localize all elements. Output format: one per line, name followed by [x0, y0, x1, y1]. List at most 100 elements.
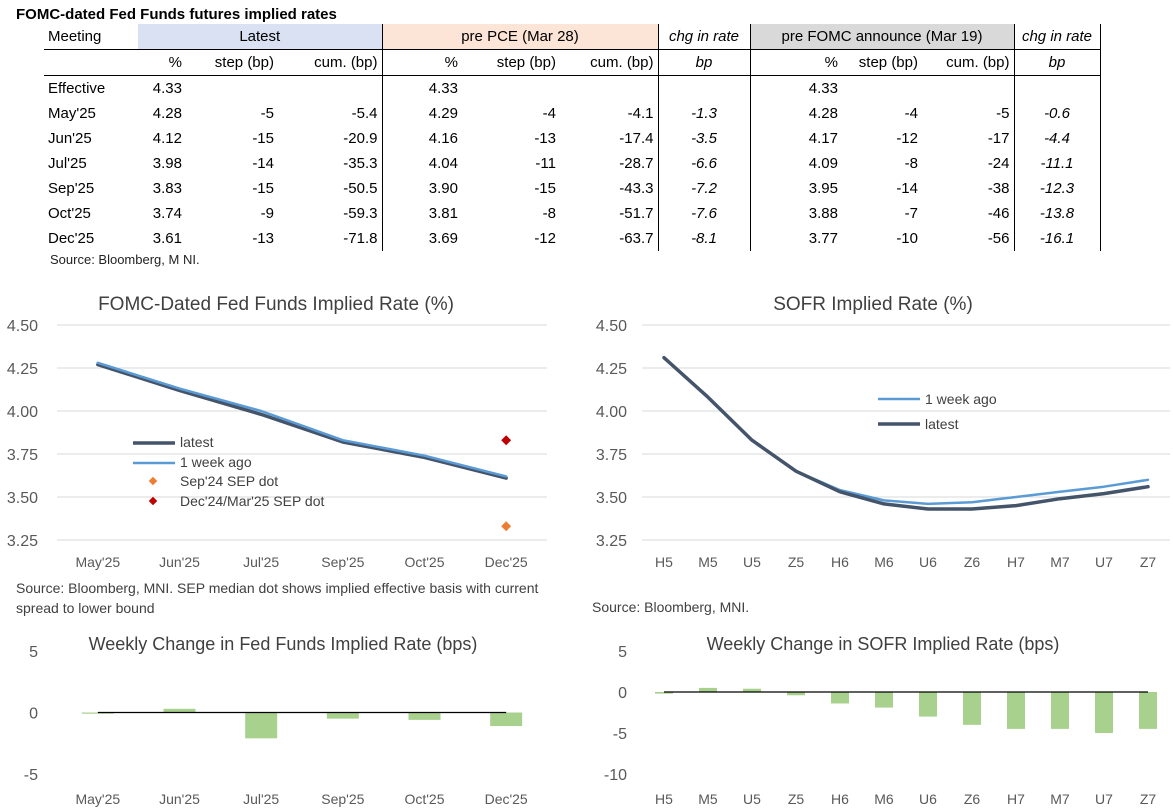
y-tick-label: 4.50 [596, 318, 627, 335]
sub-header-step: step (bp) [186, 49, 278, 76]
pre-pce-cum-cell: -51.7 [619, 205, 654, 222]
latest-cum-cell: -35.3 [343, 155, 378, 172]
x-tick-label: Z5 [788, 791, 805, 807]
pre-pce-step-cell: -11 [535, 155, 556, 172]
x-tick-label: Z7 [1140, 791, 1157, 807]
bar [408, 712, 441, 720]
pre-pce-pct-cell: 3.69 [381, 226, 462, 251]
meeting-cell: Jul'25 [48, 155, 87, 172]
y-tick-label: 3.75 [7, 447, 38, 464]
legend-label: Sep'24 SEP dot [180, 473, 278, 489]
meeting-cell: Dec'25 [48, 230, 95, 247]
chg1-cell: -1.3 [657, 101, 750, 126]
sub-header-bp: bp [1013, 49, 1101, 76]
sep24-sep-dot-marker [501, 521, 512, 532]
sub-header-pct: % [381, 49, 462, 76]
x-tick-label: U6 [919, 554, 937, 570]
latest-pct-cell: 3.83 [152, 180, 182, 197]
x-tick-label: U5 [743, 791, 761, 807]
y-tick-label: 3.25 [7, 533, 38, 550]
latest-cum-cell: -71.8 [343, 230, 378, 247]
bar [1051, 692, 1069, 729]
y-tick-label: 4.25 [596, 361, 627, 378]
bar [831, 692, 849, 704]
x-tick-label: M7 [1050, 791, 1070, 807]
sofr-implied-rate-chart: SOFR Implied Rate (%) 3.25 3.50 3.75 4.00 4.2… [596, 294, 1170, 570]
sub-header-bp: bp [657, 49, 750, 76]
pre-pce-cum-cell: -17.4 [619, 130, 654, 147]
x-tick-label: H6 [831, 791, 849, 807]
x-tick-label: Z7 [1140, 554, 1157, 570]
bar [1139, 692, 1157, 729]
bar [1007, 692, 1025, 729]
pre-fomc-cum-cell: -17 [987, 130, 1010, 147]
pre-pce-pct-cell: 4.16 [381, 126, 462, 151]
table-source-note: Source: Bloomberg, M NI. [50, 252, 200, 267]
latest-cum-cell: -20.9 [343, 130, 378, 147]
sub-header-cum: cum. (bp) [922, 49, 1014, 76]
chg2-cell: -12.3 [1013, 176, 1101, 201]
latest-step-cell: -13 [252, 230, 274, 247]
bar [326, 712, 359, 719]
pre-fomc-cum-cell [922, 76, 1014, 102]
chg1-cell: -7.2 [657, 176, 750, 201]
meeting-cell: Effective [48, 80, 106, 97]
pre-fomc-pct-cell: 4.28 [749, 101, 842, 126]
latest-cum-cell: -50.5 [343, 180, 378, 197]
x-tick-label: Sep'25 [321, 554, 364, 570]
pre-fomc-cum-cell: -46 [987, 205, 1010, 222]
x-tick-label: Dec'25 [485, 791, 528, 807]
latest-series-line [96, 362, 508, 480]
meeting-cell: Sep'25 [48, 180, 95, 197]
x-tick-label: H7 [1007, 554, 1025, 570]
y-tick-label: 5 [618, 644, 627, 661]
pre-fomc-step-cell: -10 [896, 230, 918, 247]
pre-fomc-group-header: pre FOMC announce (Mar 19) [749, 24, 1014, 50]
y-tick-label: 5 [29, 644, 38, 661]
meeting-cell: Oct'25 [48, 205, 91, 222]
x-tick-label: Jun'25 [159, 791, 200, 807]
bar [919, 692, 937, 717]
bar [787, 692, 805, 696]
table-row: Effective 4.33 4.33 4.33 [44, 75, 1101, 102]
x-tick-label: Z5 [788, 554, 805, 570]
pre-fomc-cum-cell: -5 [996, 105, 1010, 122]
y-tick-label: 0 [29, 706, 38, 723]
x-tick-label: Jun'25 [159, 554, 200, 570]
sub-header-pct: % [749, 49, 842, 76]
y-tick-label: 4.00 [7, 404, 38, 421]
sofr-chart-source-note: Source: Bloomberg, MNI. [592, 599, 750, 615]
x-tick-label: M6 [874, 791, 894, 807]
x-tick-label: Z6 [964, 791, 981, 807]
pre-fomc-pct-cell: 4.17 [749, 126, 842, 151]
x-tick-label: H7 [1007, 791, 1025, 807]
bar [81, 712, 114, 714]
chg-in-rate-header-1: chg in rate [657, 24, 750, 50]
chg2-cell: -11.1 [1013, 151, 1101, 176]
pre-pce-pct-cell: 3.90 [381, 176, 462, 201]
fed-funds-weekly-change-chart: Weekly Change in Fed Funds Implied Rate … [24, 634, 528, 807]
pre-pce-step-cell: -12 [534, 230, 556, 247]
x-tick-label: Sep'25 [321, 791, 364, 807]
latest-pct-cell: 3.61 [152, 230, 182, 247]
pre-pce-pct-cell: 4.29 [381, 101, 462, 126]
pre-fomc-step-cell: -7 [904, 205, 918, 222]
latest-pct-cell: 4.33 [152, 80, 182, 97]
x-tick-label: Z6 [964, 554, 981, 570]
pre-pce-cum-cell: -63.7 [619, 230, 654, 247]
x-tick-label: H5 [655, 791, 673, 807]
chg2-cell: -0.6 [1013, 101, 1101, 126]
chart-title: FOMC-Dated Fed Funds Implied Rate (%) [98, 294, 454, 315]
legend-label: 1 week ago [180, 454, 252, 470]
chg1-cell [657, 75, 750, 101]
x-tick-label: Dec'25 [485, 554, 528, 570]
x-tick-label: H6 [831, 554, 849, 570]
chg1-cell: -8.1 [657, 226, 750, 251]
x-tick-label: Jul'25 [243, 791, 279, 807]
latest-step-cell: -9 [260, 205, 274, 222]
x-tick-label: U7 [1095, 554, 1113, 570]
chg1-cell: -6.6 [657, 151, 750, 176]
fed-funds-implied-rate-chart: FOMC-Dated Fed Funds Implied Rate (%) 3.2… [7, 294, 547, 570]
latest-step-cell: -15 [252, 130, 274, 147]
x-tick-label: M6 [874, 554, 894, 570]
